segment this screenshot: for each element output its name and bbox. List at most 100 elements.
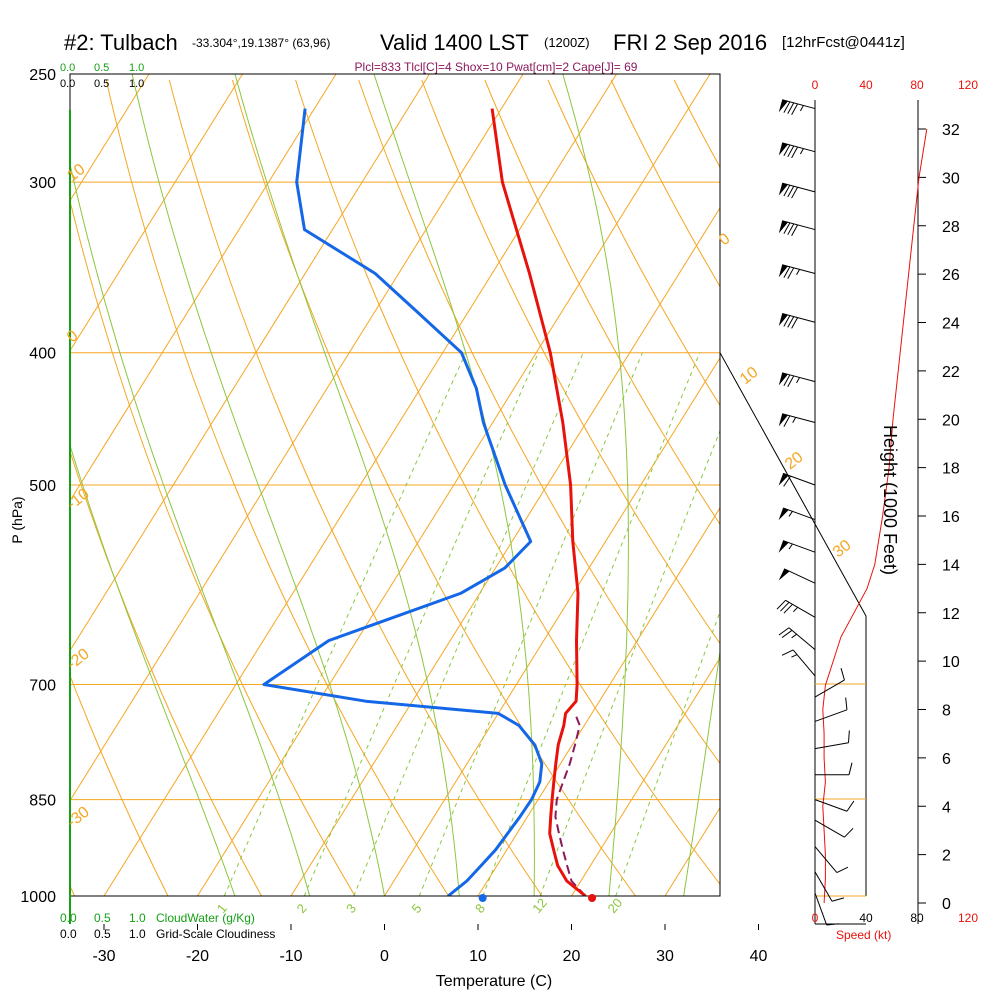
isotherm--20 — [197, 74, 711, 896]
title-station: #2: Tulbach — [64, 30, 178, 55]
height-tick-label-24: 24 — [942, 316, 960, 333]
pressure-tick-300: 300 — [29, 175, 56, 192]
wind-barb — [814, 730, 850, 750]
height-tick-label-6: 6 — [942, 751, 951, 768]
wind-barb — [815, 762, 853, 776]
speed-top-label-40: 40 — [859, 78, 873, 92]
pressure-tick-250: 250 — [29, 67, 56, 84]
moist-adiabat — [70, 443, 236, 896]
dry-adiabat — [105, 79, 449, 896]
pressure-tick-850: 850 — [29, 793, 56, 810]
cw-top-tick-2: 1.0 — [129, 62, 144, 74]
isotherm--10 — [290, 207, 720, 896]
dry-adiabat — [232, 79, 636, 896]
height-tick-label-2: 2 — [942, 848, 951, 865]
cw-tick-1: 0.5 — [94, 911, 111, 925]
wind-barb — [778, 142, 816, 159]
isotherm--50 — [70, 74, 430, 652]
dry-adiabat — [70, 674, 169, 896]
height-tick-label-16: 16 — [942, 509, 960, 526]
background-lines — [70, 74, 1000, 896]
x-axis-title: Temperature (C) — [436, 973, 552, 990]
wind-barb — [778, 472, 816, 487]
wind-barb — [814, 846, 849, 874]
height-tick-label-8: 8 — [942, 703, 951, 720]
dry-adiabat — [358, 79, 720, 765]
mixing-ratio-label-3: 3 — [343, 901, 359, 916]
height-tick-label-26: 26 — [942, 267, 960, 284]
mixing-ratio-line-20 — [615, 610, 720, 896]
wind-barb — [776, 599, 816, 618]
dry-adiabat — [927, 80, 1000, 896]
wind-barb — [778, 568, 816, 584]
mixing-ratio-label-20: 20 — [605, 895, 626, 916]
moist-adiabat — [70, 161, 311, 896]
speed-bottom-label-80: 80 — [910, 911, 924, 925]
moist-adiabat — [373, 74, 535, 896]
cloudwater-scale-bottom: 0.0 0.5 1.0 CloudWater (g/Kg) 0.0 0.5 1.… — [60, 911, 275, 941]
dry-adiabat — [421, 79, 720, 645]
pressure-tick-500: 500 — [29, 478, 56, 495]
isotherm--30 — [103, 74, 617, 896]
wind-barb — [778, 312, 816, 329]
isotherm-label: 20 — [782, 449, 807, 473]
wind-barb — [778, 99, 816, 115]
mixing-ratio-label-5: 5 — [408, 901, 424, 916]
cw-tick-0: 0.0 — [60, 911, 77, 925]
speed-top-label-80: 80 — [910, 78, 924, 92]
mixing-ratio-label-2: 2 — [294, 901, 310, 916]
title-forecast: [12hrFcst@0441z] — [782, 34, 905, 51]
mixing-ratio-line-3 — [353, 352, 584, 896]
temp-tick-label: -10 — [279, 948, 302, 965]
height-tick-label-4: 4 — [942, 799, 951, 816]
temp-tick-label: 0 — [380, 948, 389, 965]
wind-barb — [814, 697, 848, 722]
dry-adiabat — [610, 79, 720, 288]
wind-barb — [778, 413, 816, 427]
dry-adiabat — [737, 80, 1000, 896]
wind-barb — [814, 668, 845, 698]
wind-barb — [778, 372, 816, 387]
speed-axis-title: Speed (kt) — [836, 928, 891, 942]
cl-top-tick-0: 0.0 — [60, 78, 75, 90]
speed-bottom-label-0: 0 — [812, 911, 819, 925]
height-axis-title: Height (1000 Feet) — [880, 425, 900, 575]
height-tick-label-20: 20 — [942, 412, 960, 429]
mixing-ratio-line-2 — [303, 352, 539, 896]
moist-adiabat — [683, 648, 720, 896]
height-tick-label-22: 22 — [942, 364, 960, 381]
wind-barb — [814, 819, 854, 838]
dry-adiabat — [484, 79, 720, 526]
surface-temperature-point — [588, 894, 597, 902]
cl-tick-2: 1.0 — [129, 927, 146, 941]
wind-barb — [778, 182, 816, 199]
sounding-traces — [262, 108, 587, 896]
isotherm-50 — [852, 74, 1000, 896]
isotherm-label: 10 — [737, 364, 762, 388]
wind-barb — [778, 507, 816, 521]
speed-top-label-120: 120 — [958, 78, 978, 92]
wind-barb — [778, 540, 816, 553]
temp-tick-label: 30 — [656, 948, 674, 965]
parcel-line — [554, 713, 587, 896]
axes: 250 300 400 500 700 850 1000 -30 -20 -10 0 10 20 30 40 — [20, 67, 767, 965]
pressure-tick-400: 400 — [29, 346, 56, 363]
title-coords: -33.304°,19.1387° (63,96) — [192, 36, 330, 50]
cl-top-tick-1: 0.5 — [94, 78, 109, 90]
cl-top-tick-2: 1.0 — [129, 78, 144, 90]
wind-barb — [814, 892, 839, 926]
title-valid: Valid 1400 LST — [380, 30, 529, 55]
dry-adiabat — [990, 80, 1000, 896]
temp-tick-label: -20 — [186, 948, 209, 965]
pressure-tick-1000: 1000 — [20, 889, 56, 906]
surface-dewpoint-point — [478, 894, 487, 902]
wind-panel: 0040408080120120024681012141618202224262… — [719, 78, 978, 926]
temperature-line — [490, 108, 587, 896]
cw-top-tick-1: 0.5 — [94, 62, 109, 74]
cw-tick-2: 1.0 — [129, 911, 146, 925]
wind-barb — [778, 264, 816, 279]
wind-barb — [778, 220, 816, 236]
mixing-ratio-label-12: 12 — [529, 895, 550, 916]
dry-adiabat — [295, 79, 720, 886]
